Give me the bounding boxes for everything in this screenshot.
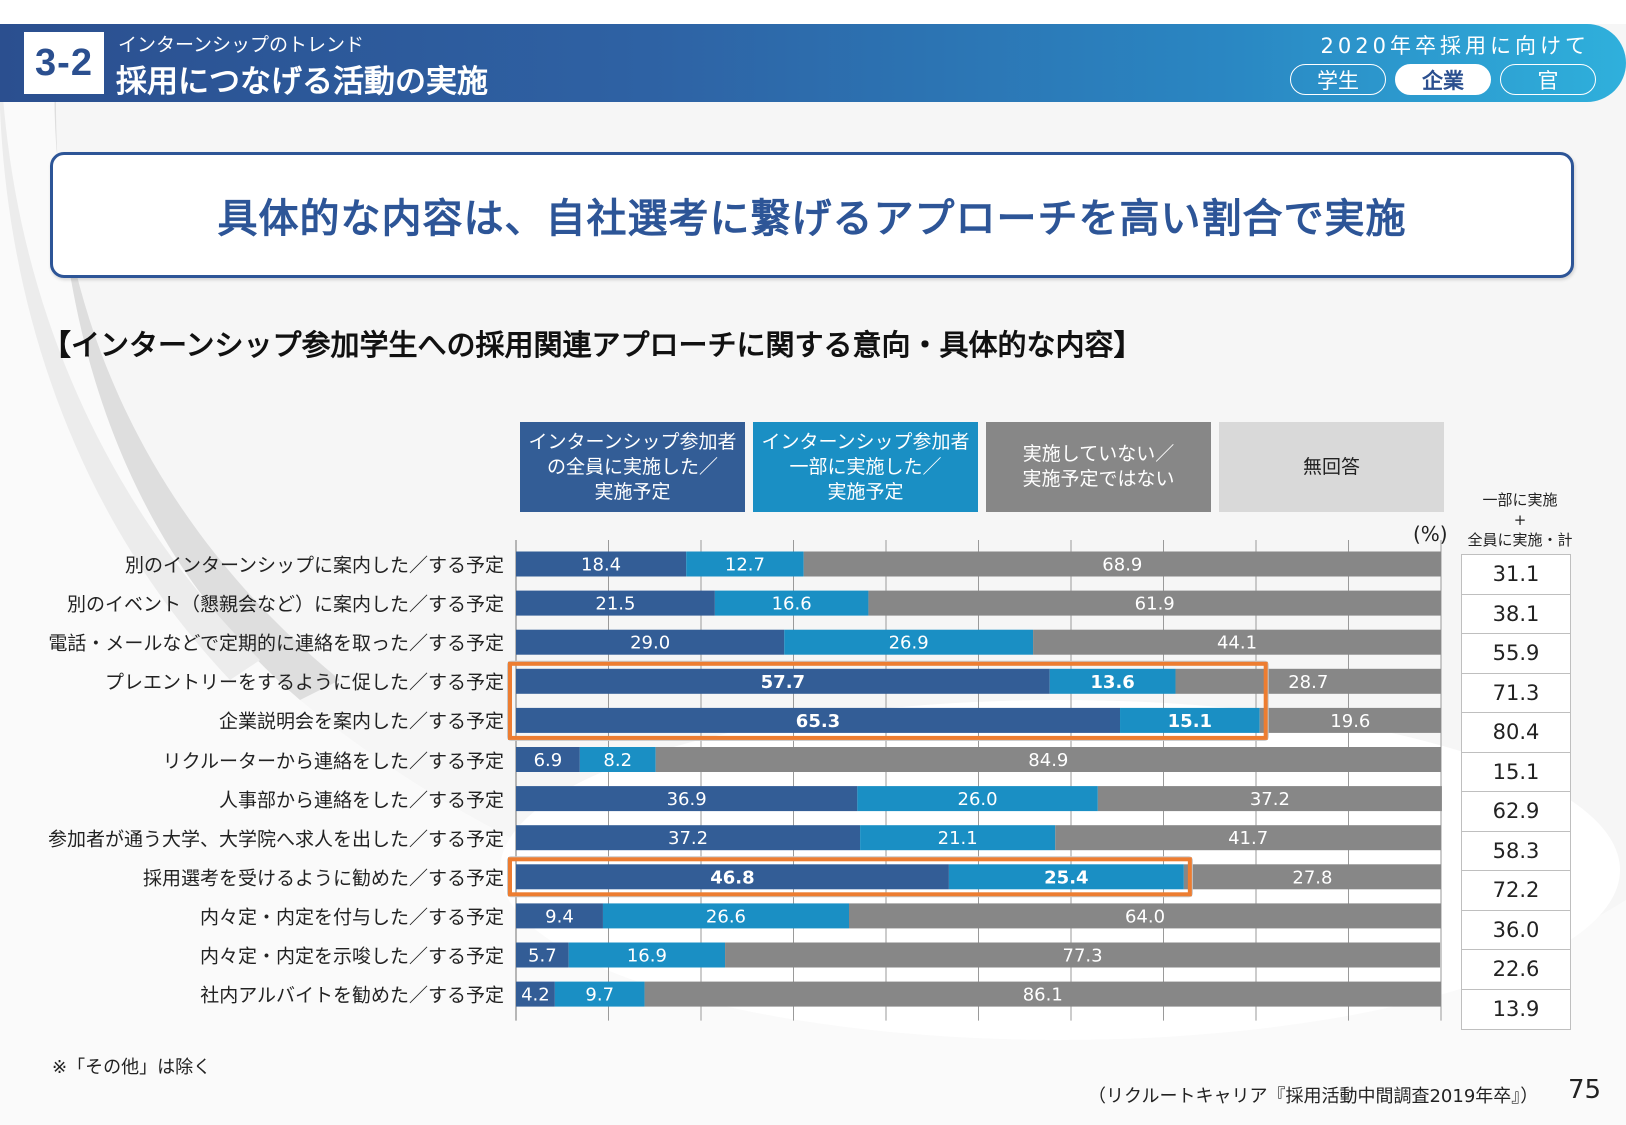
bar-value-label: 36.9 [667,789,707,810]
bar-value-label: 5.7 [528,946,557,967]
bar-value-label: 41.7 [1228,828,1268,849]
bar-value-label: 6.9 [534,750,563,771]
bar-value-label: 26.0 [958,789,998,810]
bar-value-label: 29.0 [630,633,670,654]
bar-value-label: 16.6 [772,594,812,615]
bar-value-label: 8.2 [603,750,632,771]
bar-value-label: 26.9 [889,633,929,654]
bar-value-label: 19.6 [1330,711,1370,732]
bar-value-label: 21.5 [595,594,635,615]
bar-value-label: 37.2 [1250,789,1290,810]
bar-value-label: 16.9 [627,946,667,967]
bar-value-label: 65.3 [796,711,840,732]
bar-value-label: 21.1 [938,828,978,849]
bar-value-label: 13.6 [1090,672,1134,693]
bar-value-label: 84.9 [1028,750,1068,771]
bar-value-label: 68.9 [1102,555,1142,576]
bar-value-label: 25.4 [1044,867,1088,888]
bar-value-label: 9.4 [545,906,574,927]
bar-value-label: 77.3 [1063,946,1103,967]
bar-value-label: 37.2 [668,828,708,849]
bar-value-label: 28.7 [1288,672,1328,693]
bar-value-label: 86.1 [1023,985,1063,1006]
bar-value-label: 27.8 [1292,867,1332,888]
bar-value-label: 15.1 [1168,711,1212,732]
bar-value-label: 4.2 [521,985,550,1006]
bar-value-label: 44.1 [1217,633,1257,654]
bar-value-label: 57.7 [761,672,805,693]
bar-value-label: 26.6 [706,906,746,927]
bar-value-label: 46.8 [710,867,754,888]
bar-value-label: 61.9 [1135,594,1175,615]
bar-value-label: 64.0 [1125,906,1165,927]
bar-value-label: 9.7 [585,985,614,1006]
bar-value-label: 12.7 [725,555,765,576]
bar-value-label: 18.4 [581,555,621,576]
